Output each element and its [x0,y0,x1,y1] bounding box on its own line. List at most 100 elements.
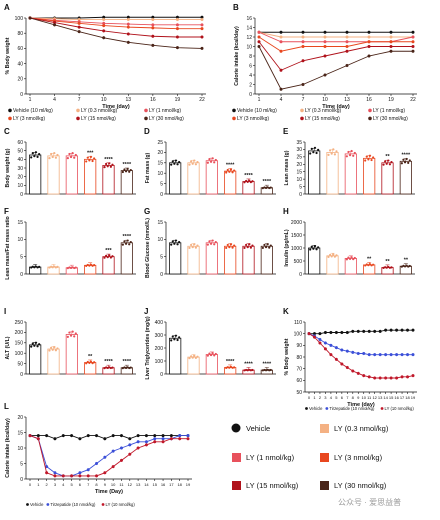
data-dot-ly3 [231,171,234,174]
x-tick-label: 8 [352,395,355,400]
data-dot-ly1 [74,266,77,269]
x-axis-label: Time (day) [102,104,130,110]
significance-stars: *** [87,151,94,157]
data-dot-vehicle [31,342,34,345]
data-point-ly10 [70,474,74,478]
data-dot-ly15 [111,255,114,258]
data-dot-ly03 [51,155,54,159]
significance-stars: *** [105,248,112,254]
panel-a-ytick-label: 0 [20,92,23,98]
data-point-ly10 [61,474,65,478]
panel-label-d: D [144,127,150,136]
data-dot-ly03 [191,245,194,249]
bar-ly1 [205,242,218,275]
data-dot-vehicle [174,239,178,242]
legend-label-ly30: LY (30 nmol/kg) [334,481,387,490]
data-point-vehicle [136,434,140,438]
data-dot-ly30 [408,159,411,162]
panel-b-ytick-label: 0 [249,92,252,98]
bar-ly15 [242,181,255,195]
data-point-vehicle [200,15,204,19]
data-point-vehicle [144,434,148,438]
data-point-ly15 [279,68,283,72]
panel-h-ytick-label: 500 [294,259,303,265]
data-dot-ly03 [193,159,196,162]
data-point-ly10 [119,458,123,462]
data-dot-ly30 [126,167,129,171]
data-point-ly1 [411,35,415,39]
series-line-ly15 [29,17,202,38]
bar-ly1 [344,257,357,275]
data-point-tirzepatide [111,449,115,453]
panel-a-ytick-label: 60 [17,46,23,52]
data-dot-ly15 [103,256,106,259]
data-point-vehicle [318,332,322,336]
legend-ab-label-vehicle: Vehicle (10 ml/kg) [13,108,53,114]
data-dot-ly03 [190,243,193,247]
data-dot-vehicle [173,338,176,341]
data-point-tirzepatide [406,353,410,357]
panel-c-ytick-label: 0 [20,192,23,198]
legend-marker-ly1 [232,453,241,462]
data-dot-ly15 [111,366,114,369]
panel-h-ytick-label: 2000 [291,220,302,226]
data-dot-ly1 [211,157,214,160]
panel-k-ytick-label: 50 [296,390,302,396]
panel-d-ytick-label: 0 [160,192,163,198]
data-dot-ly1 [208,352,211,355]
legend-ab-marker-ly3 [8,116,12,121]
data-dot-ly1 [74,153,77,157]
data-point-vehicle [86,434,90,438]
significance-stars: **** [244,362,253,368]
data-dot-ly30 [124,170,128,173]
data-point-ly1 [200,23,204,27]
data-dot-ly3 [233,366,236,369]
data-dot-vehicle [170,339,173,342]
bar-ly03 [187,162,200,195]
bar-ly1 [65,155,78,195]
data-dot-ly1 [68,331,71,334]
data-point-vehicle [153,434,157,438]
x-tick-label: 14 [383,395,388,400]
x-tick-label: 4 [62,482,65,487]
x-tick-label: 10 [362,395,367,400]
x-axis-label: Time (Day) [95,489,123,495]
data-dot-ly3 [225,246,228,250]
x-tick-label: 1 [37,482,40,487]
bar-vehicle [308,247,321,275]
legend-ab-label-ly15: LY (15 nmol/kg) [81,116,116,122]
legend-ab2-marker-vehicle [232,108,236,113]
data-dot-ly30 [408,264,411,268]
significance-stars: **** [123,234,132,240]
data-point-ly03 [301,35,305,39]
data-dot-vehicle [312,151,315,154]
legend-ab2-marker-ly1 [368,108,372,113]
significance-stars: **** [402,153,411,159]
data-point-ly3 [151,26,155,30]
data-point-ly1 [257,30,261,34]
legend-ab2-marker-ly3 [232,116,236,121]
data-dot-vehicle [176,338,179,342]
panel-label-h: H [283,207,289,216]
data-dot-ly1 [348,153,352,157]
data-point-vehicle [340,331,344,334]
panel-k-ylabel: % Body weight [284,338,290,375]
data-dot-vehicle [30,345,33,348]
data-dot-vehicle [173,162,176,165]
panel-j: 0 100 200 300 400 Liver Triglycerides (mg/g) *… [145,316,276,380]
data-dot-ly3 [85,160,88,163]
data-dot-ly30 [123,168,126,171]
data-point-ly10 [78,474,82,478]
legend-ab2-label-vehicle: Vehicle (10 ml/kg) [237,108,277,114]
data-point-ly1 [345,40,349,44]
x-tick-label: 3 [324,395,327,400]
data-dot-vehicle [174,159,178,162]
data-point-ly30 [257,45,261,48]
data-point-ly10 [153,440,157,444]
data-dot-ly3 [229,243,233,246]
data-dot-ly30 [128,243,131,246]
x-tick-label: 16 [366,97,372,103]
data-point-ly10 [53,474,57,478]
data-dot-vehicle [309,248,312,251]
